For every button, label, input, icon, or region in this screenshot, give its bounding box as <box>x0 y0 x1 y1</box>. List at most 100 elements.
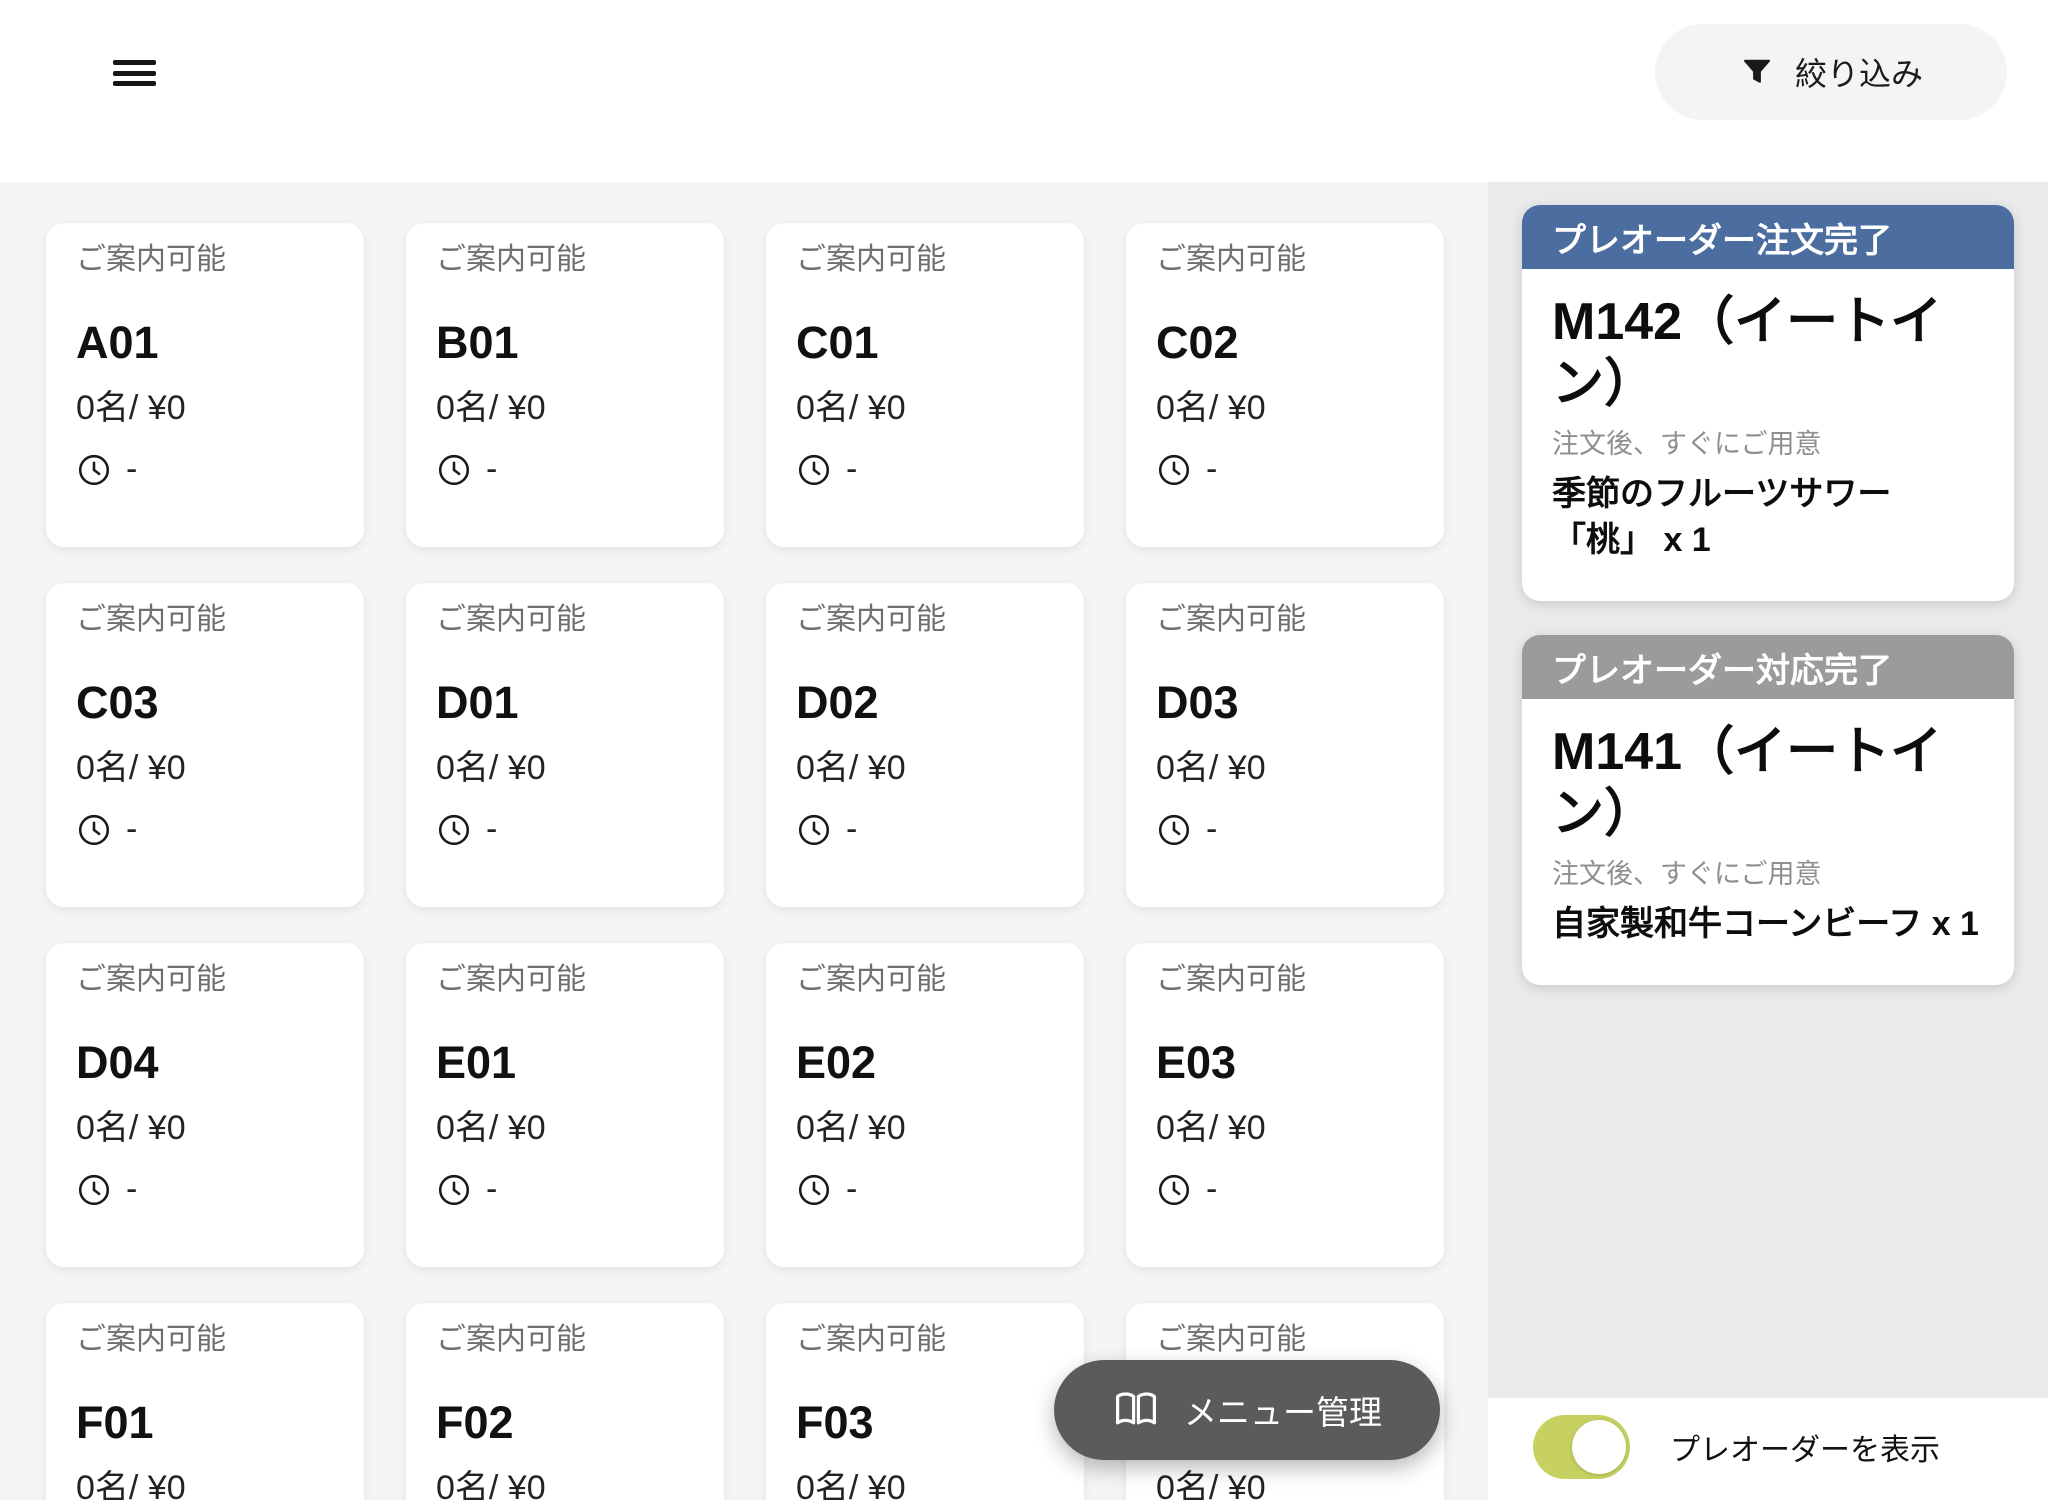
preorder-card-body: M142（イートイン） 注文後、すぐにご用意 季節のフルーツサワー「桃」 x 1 <box>1522 269 2014 601</box>
table-status: ご案内可能 <box>1156 1323 1306 1356</box>
table-card-d04[interactable]: ご案内可能 D04 0名/ ¥0 - <box>46 943 364 1267</box>
table-occupancy: 0名/ ¥0 <box>436 749 546 787</box>
filter-button[interactable]: 絞り込み <box>1655 24 2007 120</box>
table-duration: - <box>846 810 858 848</box>
table-duration: - <box>1206 1170 1218 1208</box>
table-card-d03[interactable]: ご案内可能 D03 0名/ ¥0 - <box>1126 583 1444 907</box>
preorder-visibility-toggle[interactable] <box>1533 1415 1630 1479</box>
table-status: ご案内可能 <box>76 1323 226 1356</box>
table-card-e01[interactable]: ご案内可能 E01 0名/ ¥0 - <box>406 943 724 1267</box>
table-occupancy: 0名/ ¥0 <box>436 1469 546 1500</box>
table-card-c01[interactable]: ご案内可能 C01 0名/ ¥0 - <box>766 223 1084 547</box>
table-card-e03[interactable]: ご案内可能 E03 0名/ ¥0 - <box>1126 943 1444 1267</box>
preorder-note: 注文後、すぐにご用意 <box>1552 859 1822 889</box>
table-name: A01 <box>76 317 159 368</box>
preorder-card-m142[interactable]: プレオーダー注文完了 M142（イートイン） 注文後、すぐにご用意 季節のフルー… <box>1522 205 2014 601</box>
preorder-status-header: プレオーダー注文完了 <box>1522 205 2014 269</box>
table-occupancy: 0名/ ¥0 <box>796 749 906 787</box>
table-status: ご案内可能 <box>436 963 586 996</box>
table-status: ご案内可能 <box>1156 603 1306 636</box>
preorder-title: M141（イートイン） <box>1552 723 1943 843</box>
table-occupancy: 0名/ ¥0 <box>76 1109 186 1147</box>
table-occupancy: 0名/ ¥0 <box>1156 389 1266 427</box>
clock-icon <box>78 814 110 845</box>
preorder-item: 季節のフルーツサワー「桃」 x 1 <box>1552 475 1892 559</box>
table-card-c03[interactable]: ご案内可能 C03 0名/ ¥0 - <box>46 583 364 907</box>
table-grid: ご案内可能 A01 0名/ ¥0 - ご案内可能 B01 0名/ ¥0 - ご案… <box>46 223 1444 1500</box>
table-card-f03[interactable]: ご案内可能 F03 0名/ ¥0 - <box>766 1303 1084 1500</box>
table-name: C01 <box>796 317 879 368</box>
table-occupancy: 0名/ ¥0 <box>796 389 906 427</box>
clock-icon <box>798 814 830 845</box>
table-duration: - <box>1206 450 1218 488</box>
funnel-icon <box>1743 59 1771 83</box>
table-occupancy: 0名/ ¥0 <box>436 1109 546 1147</box>
table-name: E01 <box>436 1037 517 1088</box>
preorder-panel: プレオーダー注文完了 M142（イートイン） 注文後、すぐにご用意 季節のフルー… <box>1488 182 2048 1500</box>
table-occupancy: 0名/ ¥0 <box>436 389 546 427</box>
preorder-toggle-label: プレオーダーを表示 <box>1670 1434 1940 1467</box>
table-name: D03 <box>1156 677 1239 728</box>
table-card-d01[interactable]: ご案内可能 D01 0名/ ¥0 - <box>406 583 724 907</box>
clock-icon <box>78 454 110 485</box>
table-status: ご案内可能 <box>76 243 226 276</box>
table-name: D01 <box>436 677 519 728</box>
table-occupancy: 0名/ ¥0 <box>76 1469 186 1500</box>
table-name: D02 <box>796 677 879 728</box>
table-duration: - <box>486 810 498 848</box>
toggle-knob-icon <box>1572 1420 1626 1474</box>
clock-icon <box>1158 454 1190 485</box>
table-occupancy: 0名/ ¥0 <box>1156 1109 1266 1147</box>
table-card-e02[interactable]: ご案内可能 E02 0名/ ¥0 - <box>766 943 1084 1267</box>
table-name: B01 <box>436 317 519 368</box>
table-name: F03 <box>796 1397 874 1448</box>
table-name: C03 <box>76 677 159 728</box>
table-status: ご案内可能 <box>436 603 586 636</box>
table-duration: - <box>1206 810 1218 848</box>
clock-icon <box>78 1174 110 1205</box>
menu-management-label: メニュー管理 <box>1184 1394 1382 1431</box>
clock-icon <box>798 1174 830 1205</box>
table-status: ご案内可能 <box>796 243 946 276</box>
preorder-status-header: プレオーダー対応完了 <box>1522 635 2014 699</box>
table-card-d02[interactable]: ご案内可能 D02 0名/ ¥0 - <box>766 583 1084 907</box>
table-card-c02[interactable]: ご案内可能 C02 0名/ ¥0 - <box>1126 223 1444 547</box>
table-status: ご案内可能 <box>436 1323 586 1356</box>
table-name: F02 <box>436 1397 514 1448</box>
table-occupancy: 0名/ ¥0 <box>1156 1469 1266 1500</box>
clock-icon <box>438 814 470 845</box>
clock-icon <box>1158 1174 1190 1205</box>
table-occupancy: 0名/ ¥0 <box>1156 749 1266 787</box>
preorder-note: 注文後、すぐにご用意 <box>1552 429 1822 459</box>
table-status: ご案内可能 <box>796 1323 946 1356</box>
table-status: ご案内可能 <box>796 963 946 996</box>
table-name: F01 <box>76 1397 154 1448</box>
menu-management-button[interactable]: メニュー管理 <box>1054 1360 1440 1460</box>
top-header: 絞り込み <box>0 0 2048 182</box>
table-card-f02[interactable]: ご案内可能 F02 0名/ ¥0 - <box>406 1303 724 1500</box>
table-status: ご案内可能 <box>1156 243 1306 276</box>
preorder-card-m141[interactable]: プレオーダー対応完了 M141（イートイン） 注文後、すぐにご用意 自家製和牛コ… <box>1522 635 2014 985</box>
menu-button[interactable] <box>113 60 156 86</box>
hamburger-icon <box>113 81 156 86</box>
table-card-a01[interactable]: ご案内可能 A01 0名/ ¥0 - <box>46 223 364 547</box>
table-card-f01[interactable]: ご案内可能 F01 0名/ ¥0 - <box>46 1303 364 1500</box>
preorder-card-body: M141（イートイン） 注文後、すぐにご用意 自家製和牛コーンビーフ x 1 <box>1522 699 2014 985</box>
preorder-toggle-band: プレオーダーを表示 <box>1488 1398 2048 1500</box>
table-name: E03 <box>1156 1037 1237 1088</box>
clock-icon <box>798 454 830 485</box>
table-duration: - <box>846 1170 858 1208</box>
clock-icon <box>438 1174 470 1205</box>
table-occupancy: 0名/ ¥0 <box>76 749 186 787</box>
hamburger-icon <box>113 70 156 76</box>
preorder-title: M142（イートイン） <box>1552 293 1943 413</box>
preorder-toggle-row: プレオーダーを表示 <box>1533 1415 1940 1479</box>
clock-icon <box>438 454 470 485</box>
table-occupancy: 0名/ ¥0 <box>796 1109 906 1147</box>
table-occupancy: 0名/ ¥0 <box>796 1469 906 1500</box>
table-duration: - <box>486 1170 498 1208</box>
table-status: ご案内可能 <box>76 963 226 996</box>
table-card-b01[interactable]: ご案内可能 B01 0名/ ¥0 - <box>406 223 724 547</box>
table-name: C02 <box>1156 317 1239 368</box>
table-status: ご案内可能 <box>436 243 586 276</box>
